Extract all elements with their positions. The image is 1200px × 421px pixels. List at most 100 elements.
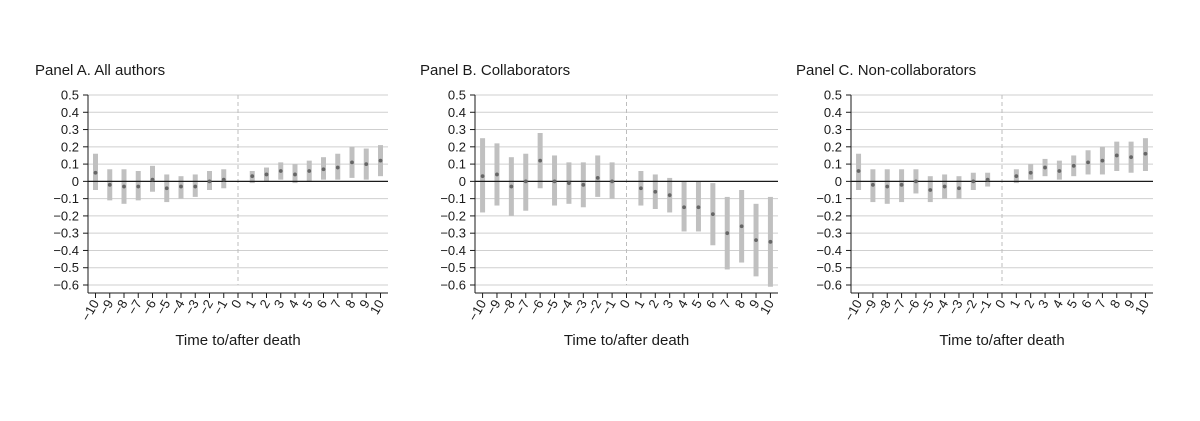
- estimate-point: [710, 212, 715, 217]
- estimate-point: [538, 158, 543, 163]
- estimate-point: [725, 231, 730, 236]
- x-tick-label: −3: [570, 297, 590, 317]
- y-tick-label: 0.2: [824, 139, 842, 154]
- x-tick-label: −7: [512, 297, 532, 317]
- x-tick-label: −1: [210, 297, 230, 317]
- estimate-point: [480, 174, 485, 179]
- estimate-point: [509, 184, 514, 189]
- x-tick-label: −6: [902, 297, 922, 317]
- estimate-point: [914, 179, 918, 184]
- x-tick-label: −2: [196, 297, 216, 317]
- panel-title: Panel B. Collaborators: [420, 62, 570, 79]
- estimate-point: [985, 177, 990, 182]
- estimate-point: [552, 179, 557, 184]
- estimate-point: [150, 177, 155, 182]
- y-tick-label: 0.3: [61, 122, 79, 137]
- y-tick-label: −0.2: [816, 208, 842, 223]
- x-tick-label: 10: [367, 297, 387, 317]
- x-tick-label: −9: [96, 297, 116, 317]
- estimate-point: [1057, 169, 1062, 173]
- x-tick-label: −7: [888, 297, 908, 317]
- estimate-point: [378, 158, 383, 163]
- x-tick-label: −2: [960, 297, 980, 317]
- x-tick-label: −9: [483, 297, 503, 317]
- estimate-point: [264, 172, 269, 177]
- estimate-point: [957, 186, 961, 191]
- estimate-point: [93, 170, 98, 175]
- estimate-point: [1028, 170, 1033, 175]
- y-tick-label: −0.4: [440, 243, 466, 258]
- estimate-point: [885, 184, 890, 189]
- y-tick-label: 0.1: [61, 157, 79, 172]
- x-tick-label: −8: [873, 297, 893, 317]
- y-tick-label: 0: [72, 174, 79, 189]
- x-tick-label: −4: [931, 297, 951, 317]
- y-tick-label: −0.5: [53, 260, 79, 275]
- y-tick-label: 0.3: [824, 122, 842, 137]
- y-tick-label: 0: [835, 174, 842, 189]
- y-tick-label: 0: [459, 174, 466, 189]
- estimate-point: [667, 193, 672, 198]
- x-tick-label: 10: [1132, 297, 1152, 317]
- estimate-point: [250, 174, 255, 179]
- estimate-point: [942, 184, 947, 189]
- y-tick-label: 0.5: [61, 88, 79, 103]
- estimate-point: [682, 205, 686, 210]
- estimate-point: [122, 184, 126, 189]
- estimate-point: [164, 186, 169, 191]
- estimate-point: [856, 169, 861, 173]
- y-tick-label: 0.2: [61, 139, 79, 154]
- estimate-point: [293, 172, 297, 177]
- estimate-point: [928, 188, 933, 192]
- x-tick-label: −1: [974, 297, 994, 317]
- estimate-point: [754, 238, 758, 242]
- x-tick-label: −8: [498, 297, 518, 317]
- y-tick-label: −0.5: [440, 260, 466, 275]
- estimate-point: [739, 224, 744, 229]
- estimate-point: [653, 189, 658, 194]
- y-tick-label: −0.6: [53, 278, 79, 293]
- estimate-point: [1086, 160, 1090, 165]
- estimate-point: [1129, 155, 1134, 160]
- panel-2: Panel B. Collaborators 0.5 0.4 0.3 0.2 0.1 0 −0…: [420, 62, 778, 349]
- y-tick-label: 0.3: [448, 122, 466, 137]
- estimate-point: [278, 169, 283, 173]
- x-tick-label: −3: [945, 297, 965, 317]
- estimate-point: [567, 181, 571, 185]
- estimate-point: [193, 184, 198, 189]
- y-tick-label: 0.2: [448, 139, 466, 154]
- estimate-point: [696, 205, 701, 210]
- estimate-point: [870, 182, 875, 187]
- y-tick-label: −0.1: [816, 191, 842, 206]
- x-tick-label: −5: [541, 297, 561, 317]
- y-tick-label: −0.2: [53, 208, 79, 223]
- x-tick-label: −1: [598, 297, 618, 317]
- y-tick-label: −0.6: [816, 278, 842, 293]
- estimate-point: [638, 186, 643, 191]
- x-tick-label: 10: [757, 297, 777, 317]
- x-tick-label: −6: [139, 297, 159, 317]
- estimate-point: [335, 165, 340, 170]
- estimate-point: [899, 182, 904, 187]
- estimate-point: [350, 160, 354, 165]
- estimate-point: [610, 179, 615, 184]
- estimate-point: [1114, 153, 1119, 158]
- estimate-point: [495, 172, 499, 177]
- panel-title: Panel C. Non-collaborators: [796, 62, 976, 79]
- x-axis-title: Time to/after death: [175, 332, 300, 349]
- x-tick-label: −2: [584, 297, 604, 317]
- estimate-point: [1071, 163, 1076, 168]
- x-tick-label: −5: [916, 297, 936, 317]
- estimate-point: [768, 239, 773, 244]
- y-tick-label: −0.4: [816, 243, 842, 258]
- estimate-point: [364, 162, 369, 166]
- y-tick-label: 0.4: [824, 105, 842, 120]
- y-tick-label: 0.4: [61, 105, 79, 120]
- estimate-point: [179, 184, 183, 189]
- panel-3: Panel C. Non-collaborators 0.5 0.4 0.3 0.2 0.…: [796, 62, 1153, 349]
- y-tick-label: −0.2: [440, 208, 466, 223]
- panel-title: Panel A. All authors: [35, 62, 165, 79]
- estimate-point: [1100, 158, 1105, 163]
- estimate-point: [1043, 165, 1047, 170]
- estimate-point: [523, 179, 528, 184]
